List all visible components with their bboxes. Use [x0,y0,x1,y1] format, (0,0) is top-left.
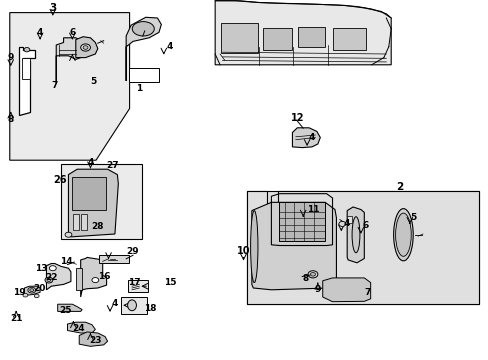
Polygon shape [58,304,82,311]
Text: 24: 24 [72,324,84,333]
Text: 1: 1 [136,84,142,93]
Circle shape [81,44,90,51]
Text: 7: 7 [51,81,58,90]
Circle shape [47,279,51,282]
Ellipse shape [132,22,154,36]
Circle shape [49,266,56,271]
Circle shape [45,277,53,283]
Polygon shape [81,257,106,297]
Text: 6: 6 [362,221,368,230]
Bar [121,297,146,314]
Text: 29: 29 [126,248,139,256]
Text: 4: 4 [87,158,94,166]
Text: 4: 4 [111,299,118,307]
Polygon shape [322,278,370,302]
Text: 9: 9 [7,53,14,62]
Circle shape [65,232,72,237]
Text: 4: 4 [166,42,172,51]
Bar [99,255,129,263]
Bar [76,268,81,290]
Text: 22: 22 [45,274,58,282]
Text: 28: 28 [91,222,104,231]
Text: 15: 15 [163,278,176,287]
Polygon shape [246,191,478,304]
Text: 4: 4 [308,134,315,143]
Text: 12: 12 [290,113,304,123]
Text: 5: 5 [90,77,96,86]
Bar [72,177,105,210]
Circle shape [34,294,39,298]
Bar [128,68,159,82]
Text: 8: 8 [8,115,14,124]
Text: 23: 23 [89,336,102,345]
Text: 18: 18 [144,304,157,313]
Circle shape [92,278,99,283]
Bar [221,23,257,53]
Text: 21: 21 [10,314,22,323]
Polygon shape [67,322,95,333]
Text: 4: 4 [37,28,43,37]
Polygon shape [56,38,85,83]
Ellipse shape [395,213,410,256]
Bar [346,216,351,223]
Bar [61,164,142,239]
Polygon shape [76,37,98,58]
Bar [263,28,292,50]
Text: 26: 26 [53,175,66,185]
Text: 4: 4 [343,219,350,228]
Text: 9: 9 [314,285,321,294]
Text: 14: 14 [60,257,73,266]
Bar [81,214,87,230]
Polygon shape [19,47,35,115]
Text: 19: 19 [13,288,26,297]
Text: 7: 7 [364,288,370,297]
Text: 11: 11 [306,205,319,215]
Polygon shape [215,1,390,65]
Text: 2: 2 [396,182,403,192]
Ellipse shape [351,217,359,253]
Text: 16: 16 [98,271,110,281]
Bar [298,27,325,47]
Circle shape [83,46,88,49]
Polygon shape [292,128,320,148]
Text: 5: 5 [409,212,415,222]
Circle shape [28,287,36,293]
Bar [278,202,325,241]
Circle shape [30,289,34,292]
Polygon shape [23,286,40,295]
Polygon shape [79,332,107,346]
Text: 27: 27 [106,161,119,170]
Polygon shape [251,202,336,290]
Bar [73,214,79,230]
Circle shape [24,48,30,52]
Bar [21,58,30,79]
Text: 17: 17 [128,278,141,287]
Text: 20: 20 [33,284,45,293]
Polygon shape [126,17,161,81]
Bar [128,280,147,292]
Text: 25: 25 [59,306,71,315]
Circle shape [338,221,345,226]
Polygon shape [67,169,118,237]
Polygon shape [46,264,71,290]
Text: 6: 6 [69,28,75,37]
Ellipse shape [127,300,136,311]
Polygon shape [10,13,129,160]
Circle shape [310,273,315,276]
Ellipse shape [250,211,258,283]
Text: 8: 8 [302,274,308,283]
Text: 3: 3 [49,3,56,13]
Polygon shape [346,207,364,263]
Circle shape [23,293,28,297]
Text: 13: 13 [35,264,48,273]
Bar [332,28,365,50]
Ellipse shape [393,209,412,261]
Bar [246,191,478,304]
Circle shape [307,271,317,278]
Text: 10: 10 [236,246,250,256]
